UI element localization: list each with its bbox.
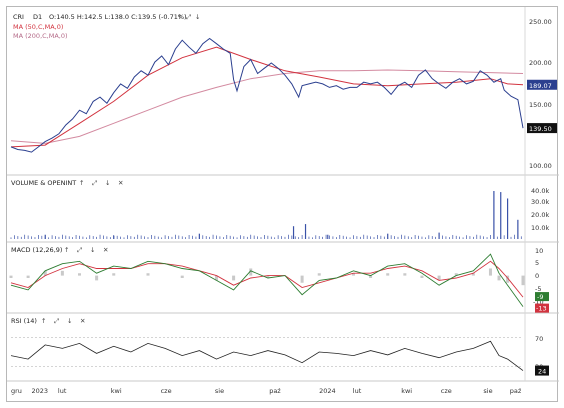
last-price-label: 139.50 xyxy=(529,125,552,133)
up-arrow-icon[interactable]: ↑ xyxy=(41,317,46,325)
expand-icon[interactable]: ⤢ xyxy=(92,179,98,187)
rsi-line xyxy=(10,340,524,371)
ma200-label: MA (200,C,MA,0) xyxy=(13,32,68,40)
macd-histogram-bar xyxy=(112,273,116,276)
down-arrow-icon[interactable]: ↓ xyxy=(90,246,95,254)
rsi-badge xyxy=(535,365,549,376)
macd-histogram-bar xyxy=(521,275,525,286)
ma50-line xyxy=(10,46,524,148)
macd-line-badge-label: -9 xyxy=(537,293,543,301)
macd-signal-badge-label: -13 xyxy=(536,305,547,313)
macd-histogram-bar xyxy=(300,275,304,283)
macd-tick: 10 xyxy=(535,247,543,255)
macd-histogram-bar xyxy=(9,275,13,278)
macd-histogram-bar xyxy=(249,268,253,276)
expand-icon[interactable]: ⤢ xyxy=(54,317,60,325)
ma200-line xyxy=(10,69,524,144)
close-icon[interactable]: ✕ xyxy=(103,246,108,254)
macd-histogram-bar xyxy=(454,273,458,276)
volume-tick: 20.0k xyxy=(531,211,549,219)
macd-histogram-bar xyxy=(497,275,501,281)
macd-signal-line xyxy=(10,260,524,298)
macd-line-badge xyxy=(535,292,549,302)
macd-histogram-bar xyxy=(180,275,184,278)
macd-histogram-bar xyxy=(403,273,407,276)
up-arrow-icon[interactable]: ↑ xyxy=(64,246,69,254)
x-axis-tick-label: cze xyxy=(161,387,172,395)
rsi-panel-title: RSI (14) xyxy=(11,317,37,325)
macd-tick: -10 xyxy=(533,298,544,306)
x-axis-tick-label: paź xyxy=(269,387,281,395)
symbol-label: CRI xyxy=(13,13,24,21)
macd-tick: 0 xyxy=(535,272,539,280)
rsi-tick: 70 xyxy=(535,335,543,343)
price-tick: 200.00 xyxy=(529,59,552,67)
up-arrow-icon[interactable]: ↑ xyxy=(79,179,84,187)
macd-tick: 5 xyxy=(535,259,539,267)
ma50-badge-label: 189.07 xyxy=(529,82,552,90)
macd-histogram-bar xyxy=(317,273,321,276)
x-axis-tick-label: 2024 xyxy=(319,387,336,395)
macd-histogram-bar xyxy=(43,270,47,276)
x-axis-tick-label: kwi xyxy=(401,387,412,395)
price-line xyxy=(10,37,524,153)
macd-histogram-bar xyxy=(471,273,475,276)
macd-histogram-bar xyxy=(26,275,30,278)
down-arrow-icon[interactable]: ↓ xyxy=(195,13,200,21)
x-axis-tick-label: gru xyxy=(11,387,22,395)
volume-tick: 10.0k xyxy=(531,224,549,232)
price-tick: 150.00 xyxy=(529,101,552,109)
x-axis-tick-label: lut xyxy=(58,387,67,395)
macd-histogram-bar xyxy=(266,275,270,278)
down-arrow-icon[interactable]: ↓ xyxy=(67,317,72,325)
chart-series-layer: 189.07 139.50 gru 2023 lut kwi cze sie paź 2024 lu… xyxy=(9,37,557,395)
macd-histogram-bar xyxy=(488,268,492,276)
macd-line xyxy=(10,253,524,307)
macd-histogram-bar xyxy=(60,270,64,276)
price-tick: 100.00 xyxy=(529,162,552,170)
macd-tick: -5 xyxy=(535,285,541,293)
ohlc-readout: O:140.5 H:142.5 L:138.0 C:139.5 (-0.71%) xyxy=(49,13,187,21)
macd-histogram-bar xyxy=(386,273,390,276)
volume-tick: 40.0k xyxy=(531,187,549,195)
macd-histogram-bar xyxy=(214,275,218,281)
chart-window: CRI D1 O:140.5 H:142.5 L:138.0 C:139.5 (… xyxy=(6,6,559,403)
chart-canvas[interactable]: CRI D1 O:140.5 H:142.5 L:138.0 C:139.5 (… xyxy=(7,7,559,403)
price-tick: 250.00 xyxy=(529,18,552,26)
up-arrow-icon[interactable]: ↑ xyxy=(177,13,182,21)
x-axis-tick-label: cze xyxy=(441,387,452,395)
x-axis-tick-label: paź xyxy=(510,387,522,395)
down-arrow-icon[interactable]: ↓ xyxy=(105,179,110,187)
x-axis-tick-label: kwi xyxy=(111,387,122,395)
interval-label: D1 xyxy=(33,13,42,21)
x-axis-tick-label: 2023 xyxy=(32,387,49,395)
macd-histogram-bar xyxy=(351,273,355,276)
macd-histogram-bar xyxy=(437,275,441,281)
volume-panel-title: VOLUME & OPENINT xyxy=(11,179,76,187)
macd-panel-title: MACD (12,26,9) xyxy=(11,246,62,254)
macd-histogram-bar xyxy=(95,275,99,281)
expand-icon[interactable]: ⤢ xyxy=(186,13,192,21)
close-icon[interactable]: ✕ xyxy=(118,179,123,187)
close-icon[interactable]: ✕ xyxy=(80,317,85,325)
rsi-badge-label: 24 xyxy=(538,368,546,376)
ma50-label: MA (50,C,MA,0) xyxy=(13,23,63,31)
macd-histogram-bar xyxy=(77,273,81,276)
macd-signal-badge xyxy=(535,303,549,313)
macd-histogram-bar xyxy=(506,275,510,283)
macd-histogram-bar xyxy=(146,273,150,276)
expand-icon[interactable]: ⤢ xyxy=(77,246,83,254)
macd-histogram-bar xyxy=(369,275,373,278)
ma50-badge xyxy=(527,79,557,90)
x-axis-tick-label: sie xyxy=(483,387,492,395)
last-price-badge xyxy=(527,123,557,134)
x-axis-tick-label: sie xyxy=(215,387,224,395)
volume-tick: 30.0k xyxy=(531,198,549,206)
macd-histogram-bar xyxy=(232,275,236,281)
macd-histogram-bar xyxy=(420,275,424,278)
x-axis-tick-label: lut xyxy=(353,387,362,395)
